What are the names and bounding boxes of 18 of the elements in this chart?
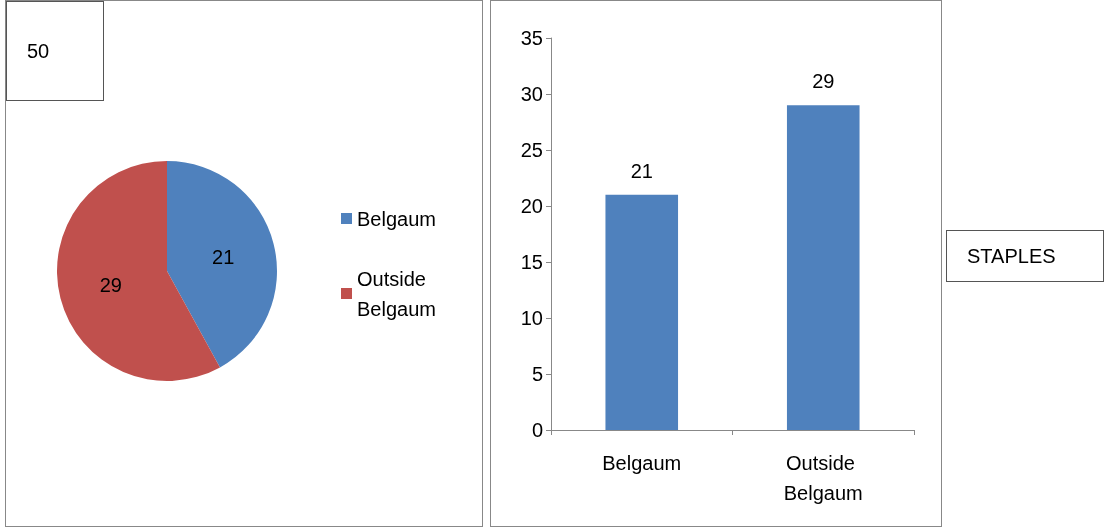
x-tick-label: Outside Belgaum: [783, 452, 863, 504]
text: 50: [6, 1, 104, 101]
data-label: 21: [630, 159, 653, 182]
text: STAPLES: [946, 230, 1104, 282]
y-tick-label: 0: [531, 419, 543, 441]
y-tick-label: 15: [520, 251, 543, 273]
y-tick-label: 5: [531, 363, 543, 385]
category-label: Outside: [357, 267, 426, 290]
y-tick-label: 20: [520, 195, 543, 217]
legend-label: Belgaum: [357, 207, 436, 230]
data-label: 21: [212, 245, 235, 268]
y-tick-label: 25: [520, 139, 543, 161]
y-tick-label: 35: [520, 27, 543, 49]
y-tick-label: 10: [520, 307, 543, 329]
slice-label: Belgaum: [357, 297, 436, 320]
data-label: 29: [812, 70, 835, 93]
y-tick-label: 30: [520, 83, 543, 105]
data-label: 29: [99, 274, 122, 297]
